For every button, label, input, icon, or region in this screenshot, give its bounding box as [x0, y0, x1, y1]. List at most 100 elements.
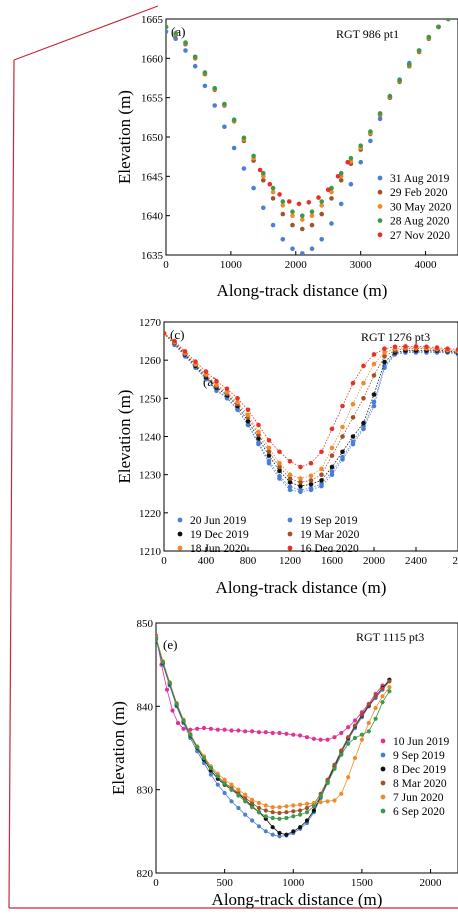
data-point — [164, 687, 170, 692]
series-2 — [164, 331, 458, 493]
y-axis-title: Elevation (m) — [109, 701, 128, 795]
data-point — [387, 679, 392, 684]
data-point — [319, 211, 325, 217]
plot-area — [166, 19, 451, 255]
data-point — [311, 808, 316, 813]
data-point — [382, 350, 387, 355]
data-point — [446, 19, 451, 22]
data-point — [287, 480, 293, 485]
track-annotation: RGT 1115 pt3 — [356, 630, 424, 644]
legend-marker — [377, 175, 383, 181]
data-point — [371, 352, 377, 357]
data-point — [348, 181, 354, 187]
data-point — [329, 453, 335, 458]
data-point — [366, 720, 371, 726]
legend-label: 8 Mar 2020 — [393, 778, 447, 790]
legend-marker — [177, 531, 183, 537]
data-point — [183, 48, 188, 53]
plot-area — [164, 331, 458, 495]
data-point — [263, 803, 268, 808]
data-point — [339, 791, 344, 796]
data-point — [192, 63, 198, 69]
data-point — [329, 469, 335, 474]
data-point — [277, 805, 282, 810]
legend-marker — [377, 189, 383, 195]
data-point — [350, 434, 356, 439]
data-point — [304, 818, 310, 823]
data-point — [319, 449, 324, 455]
data-point — [280, 237, 286, 242]
data-point — [309, 213, 315, 218]
data-point — [304, 801, 310, 806]
frame-top-border — [13, 5, 159, 61]
x-tick-label: 2000 — [420, 877, 443, 889]
data-point — [298, 825, 303, 830]
legend-item: 29 Feb 2020 — [377, 187, 448, 199]
data-point — [284, 832, 289, 837]
x-tick-label: 1200 — [279, 555, 302, 567]
data-point — [212, 85, 217, 91]
series-line — [164, 333, 458, 491]
data-point — [263, 829, 268, 834]
series-line — [164, 333, 458, 479]
data-point — [277, 816, 282, 821]
data-point — [229, 787, 234, 792]
data-point — [270, 810, 275, 815]
data-point — [436, 24, 441, 30]
data-point — [371, 361, 377, 367]
legend-item: 19 Mar 2020 — [287, 529, 360, 541]
data-point — [325, 780, 330, 786]
data-point — [256, 429, 261, 435]
data-point — [350, 439, 356, 445]
chart-panel-1: 0 1000 2000 3000 4000 1635 1640 1645 1650 1655 166… — [115, 14, 458, 300]
legend-item: 8 Dec 2019 — [380, 764, 446, 776]
data-point — [243, 795, 248, 801]
data-point — [270, 185, 276, 191]
y-tick-label: 1210 — [139, 546, 162, 558]
data-point — [407, 62, 412, 67]
data-point — [229, 799, 234, 804]
panel-label: (e) — [163, 637, 177, 652]
data-point — [298, 464, 303, 470]
data-point — [164, 331, 167, 336]
y-tick-label: 1270 — [139, 317, 162, 329]
data-point — [325, 187, 331, 192]
data-point — [332, 798, 337, 803]
x-tick-label: 4000 — [415, 259, 438, 271]
series-line — [164, 333, 458, 468]
data-point — [224, 386, 230, 392]
data-point — [318, 800, 323, 805]
data-point — [308, 481, 314, 487]
data-point — [270, 825, 275, 830]
data-point — [311, 804, 316, 809]
data-point — [256, 824, 262, 829]
y-tick-label: 1260 — [139, 355, 162, 367]
data-point — [241, 135, 247, 141]
data-point — [316, 195, 321, 200]
legend-marker — [377, 232, 383, 238]
legend-label: 18 Jun 2020 — [190, 543, 246, 555]
legend-item: 18 Jun 2020 — [177, 543, 246, 555]
x-tick-label: 1000 — [282, 877, 305, 889]
data-point — [352, 755, 358, 761]
data-point — [243, 799, 248, 804]
data-point — [201, 755, 207, 761]
legend-marker — [287, 517, 293, 523]
data-point — [243, 812, 248, 817]
legend-item: 7 Jun 2020 — [380, 792, 444, 804]
data-point — [263, 808, 268, 813]
data-point — [340, 403, 345, 409]
data-point — [319, 203, 325, 208]
data-point — [298, 802, 303, 807]
x-tick-label: 800 — [240, 555, 257, 567]
data-point — [361, 420, 366, 426]
data-point — [318, 794, 323, 799]
legend-marker — [380, 752, 386, 758]
legend-marker — [380, 766, 386, 772]
data-point — [290, 246, 295, 251]
data-point — [245, 407, 251, 413]
x-tick-label: 1500 — [351, 877, 374, 889]
data-point — [277, 192, 282, 197]
y-tick-label: 1655 — [141, 93, 164, 105]
legend-item: 9 Sep 2019 — [380, 750, 445, 762]
